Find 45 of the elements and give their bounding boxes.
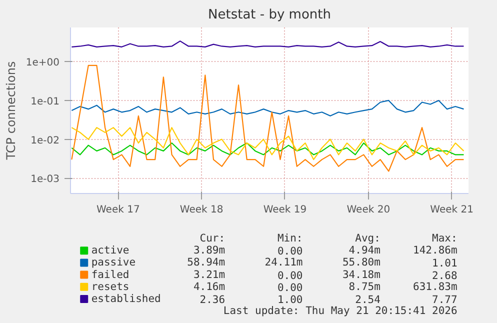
text: 4.94m — [348, 244, 380, 257]
text: 0.00 — [277, 270, 303, 282]
legend-label: resets — [91, 280, 130, 293]
text: Cur: — [200, 232, 226, 244]
text: 55.80m — [342, 256, 380, 269]
line-series — [71, 64, 464, 172]
legend-label: active — [91, 244, 130, 257]
y-tick-label: 1e+00 — [26, 58, 60, 69]
text: 3.21m — [193, 268, 226, 281]
text: 2.68 — [432, 270, 458, 282]
text: 34.18m — [342, 268, 380, 281]
text: Last update: Thu May 21 20:15:41 2026 — [223, 305, 458, 318]
text: 7.77 — [432, 294, 458, 306]
legend-label: failed — [91, 268, 130, 281]
x-tick-label: Week 17 — [96, 204, 140, 216]
text: Max: — [432, 232, 458, 244]
y-tick-label: 1e-01 — [30, 96, 60, 108]
text: 1.01 — [432, 258, 458, 270]
x-tick-label: Week 21 — [430, 204, 474, 216]
text: 24.11m — [264, 256, 303, 269]
line-series — [71, 100, 464, 116]
text: 2.36 — [200, 294, 226, 306]
chart-title: Netstat - by month — [208, 8, 331, 22]
text: 2.54 — [355, 294, 380, 306]
text: Avg: — [355, 232, 380, 244]
y-tick-label: 1e-03 — [30, 174, 60, 186]
legend-label: passive — [91, 256, 136, 269]
text: 142.86m — [413, 244, 458, 257]
legend-label: established — [91, 293, 161, 305]
text: 3.89m — [193, 244, 226, 257]
text: 0.00 — [277, 246, 303, 258]
y-tick-label: 1e-02 — [30, 135, 60, 146]
text: Min: — [277, 232, 303, 244]
text: 58.94m — [187, 256, 226, 269]
text: 1.00 — [277, 294, 303, 306]
line-series — [71, 142, 464, 156]
text: 4.16m — [193, 280, 226, 293]
text: 631.83m — [413, 280, 458, 293]
text: 8.75m — [348, 280, 380, 293]
x-tick-label: Week 19 — [263, 204, 307, 216]
text: 0.00 — [277, 282, 303, 294]
y-axis-title: TCP connections — [4, 61, 18, 161]
x-tick-label: Week 20 — [346, 204, 390, 216]
line-series — [71, 127, 464, 160]
x-tick-label: Week 18 — [180, 204, 224, 216]
